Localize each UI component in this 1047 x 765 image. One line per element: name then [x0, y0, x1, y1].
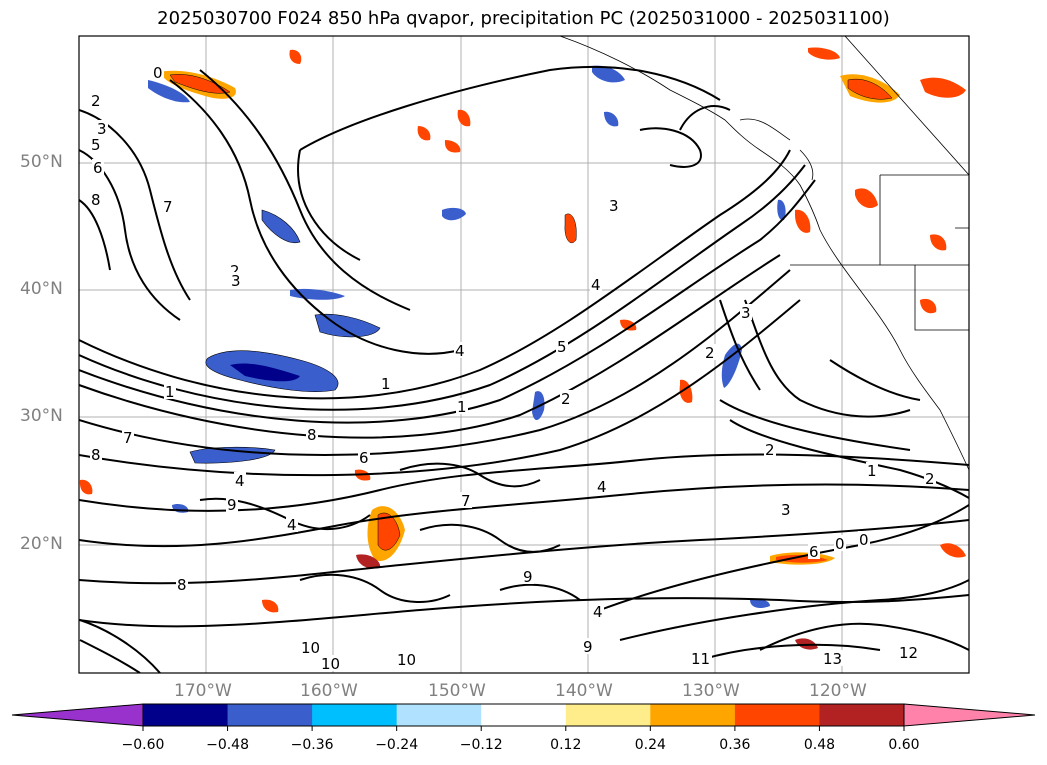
colorbar-label: −0.48: [206, 737, 249, 753]
colorbar-blocks: [143, 704, 905, 726]
colorbar-label: 0.48: [803, 737, 836, 753]
colorbar: [11, 703, 1036, 731]
contour-label: 7: [163, 198, 173, 216]
contour-label: 1: [457, 398, 467, 416]
colorbar-label: 0.12: [550, 737, 582, 753]
contour-label: 8: [91, 446, 101, 464]
contour-label: 0: [859, 531, 869, 549]
colorbar-block: [396, 704, 482, 726]
contour-label: 4: [235, 472, 245, 490]
contour-label: 2: [230, 262, 240, 280]
colorbar-block: [565, 704, 651, 726]
colorbar-label: −0.36: [290, 737, 334, 753]
lon-label-160w: 160°W: [300, 681, 358, 701]
contour-label: 9: [583, 638, 593, 656]
lon-label-130w: 130°W: [682, 681, 740, 701]
colorbar-label: −0.60: [121, 737, 165, 753]
contour-label: 4: [287, 516, 297, 534]
contour-label: 6: [93, 159, 103, 177]
colorbar-extend-min: [12, 704, 143, 726]
contour-label: 2: [765, 441, 775, 459]
colorbar-block: [819, 704, 905, 726]
contour-label: 0: [153, 64, 163, 82]
contour-label: 10: [321, 655, 340, 673]
contour-label: 4: [591, 276, 601, 294]
contour-label: 1: [381, 375, 391, 393]
contour-label: 1: [867, 462, 877, 480]
colorbar-label: 0.36: [719, 737, 751, 753]
map-plot-area: [79, 36, 969, 673]
contour-label: 2: [561, 390, 571, 408]
contour-label: 3: [609, 197, 619, 215]
contour-label: 3: [741, 304, 751, 322]
contour-label: 4: [593, 603, 603, 621]
contour-label: 2: [705, 344, 715, 362]
contour-label: 0: [835, 535, 845, 553]
colorbar-label: 0.24: [634, 737, 666, 753]
colorbar-block: [227, 704, 313, 726]
contour-label: 7: [123, 429, 133, 447]
lon-label-120w: 120°W: [809, 681, 867, 701]
lon-label-140w: 140°W: [555, 681, 613, 701]
contour-label: 9: [227, 496, 237, 514]
contour-label: 4: [597, 478, 607, 496]
contour-label: 7: [461, 492, 471, 510]
contour-label: 6: [809, 543, 819, 561]
colorbar-block: [734, 704, 820, 726]
contour-label: 3: [231, 272, 241, 290]
contour-label: 3: [781, 501, 791, 519]
contour-label: 10: [301, 639, 320, 657]
colorbar-extend-max: [904, 704, 1035, 726]
contour-label: 10: [397, 651, 416, 669]
lat-label-20n: 20°N: [20, 534, 63, 554]
lat-label-50n: 50°N: [20, 152, 63, 172]
contour-label: 9: [523, 568, 533, 586]
contour-label: 3: [97, 120, 107, 138]
contour-label: 5: [557, 338, 567, 356]
lat-label-40n: 40°N: [20, 279, 63, 299]
colorbar-block: [143, 704, 229, 726]
contour-label: 2: [91, 92, 101, 110]
colorbar-block: [312, 704, 398, 726]
contour-label: 4: [455, 342, 465, 360]
colorbar-label: 0.60: [888, 737, 920, 753]
precip-anomaly-fills: [79, 47, 966, 650]
contour-label: 8: [91, 191, 101, 209]
map-frame: [78, 35, 970, 674]
lon-label-150w: 150°W: [428, 681, 486, 701]
contour-label: 6: [359, 449, 369, 467]
contour-label: 12: [899, 644, 918, 662]
contour-label: 2: [925, 470, 935, 488]
contour-label: 8: [177, 576, 187, 594]
contour-label: 8: [307, 426, 317, 444]
contour-label: 5: [91, 136, 101, 154]
colorbar-label: −0.24: [375, 737, 419, 753]
contour-label: 11: [691, 650, 710, 668]
contour-label: 1: [165, 383, 175, 401]
lat-label-30n: 30°N: [20, 406, 63, 426]
contour-label: 13: [823, 650, 842, 668]
map-title: 2025030700 F024 850 hPa qvapor, precipit…: [157, 8, 890, 29]
colorbar-block: [650, 704, 736, 726]
lon-label-170w: 170°W: [174, 681, 232, 701]
colorbar-label: −0.12: [459, 737, 503, 753]
colorbar-block: [481, 704, 567, 726]
